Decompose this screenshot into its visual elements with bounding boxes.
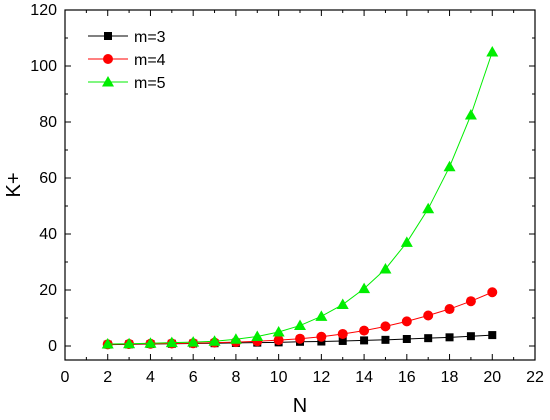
data-point [229,333,242,344]
y-tick-label: 0 [48,338,57,355]
y-tick-label: 60 [39,170,57,187]
data-point [466,332,475,341]
data-point [123,337,136,349]
x-tick-label: 2 [103,369,112,386]
x-tick-label: 12 [312,369,330,386]
y-tick-label: 40 [39,226,57,243]
x-axis-title: N [293,395,307,417]
x-tick-label: 14 [355,369,373,386]
data-point [402,335,411,343]
legend-marker [103,54,113,64]
data-point [423,310,434,321]
legend-label: m=4 [134,52,166,69]
legend-item: m=5 [88,75,166,92]
data-point [273,335,284,346]
data-point [358,282,371,294]
x-tick-label: 8 [231,369,240,386]
data-point [360,336,369,345]
axes: 0 2 4 6 8 10 12 14 16 18 20 22 0 20 40 60 80 100 120 [30,2,544,386]
data-point [295,333,305,344]
data-point [187,336,200,347]
x-tick-label: 4 [146,369,155,386]
legend-label: m=5 [134,75,166,92]
data-point [486,46,499,57]
data-point [294,319,306,331]
series-2 [102,287,498,350]
y-tick-label: 120 [30,2,57,19]
series-layer [101,46,499,350]
data-point [464,109,477,120]
data-point [381,335,390,344]
legend-item: m=4 [88,52,166,69]
data-point [208,335,221,346]
legend-marker [102,76,114,87]
data-point [316,331,327,342]
data-point [337,328,348,339]
x-tick-label: 20 [483,369,501,386]
data-point [443,160,456,172]
data-point [465,296,476,307]
data-point [400,236,413,247]
data-point [359,325,370,336]
x-tick-label: 10 [270,369,288,386]
data-point [165,336,178,348]
data-point [422,202,435,214]
legend-label: m=3 [134,29,166,46]
data-point [445,333,454,342]
x-tick-label: 16 [398,369,416,386]
y-tick-label: 100 [30,58,57,75]
x-tick-label: 22 [526,369,544,386]
legend-marker [104,32,112,40]
data-point [336,298,349,310]
data-point [251,330,264,341]
data-point [379,263,392,274]
legend-item: m=3 [88,29,166,46]
y-tick-label: 20 [39,282,57,299]
data-point [487,287,498,298]
data-point [401,316,412,327]
data-point [444,304,455,315]
data-point [338,336,347,345]
data-point [424,334,433,343]
data-point [101,338,114,349]
data-point [144,337,157,348]
data-point [272,326,285,337]
series-3 [101,46,499,349]
x-tick-label: 18 [441,369,459,386]
x-tick-label: 0 [61,369,70,386]
series-line [107,51,493,345]
y-tick-label: 80 [39,114,57,131]
x-tick-label: 6 [189,369,198,386]
data-point [380,321,391,332]
y-axis-title: K+ [3,172,25,197]
legend: m=3 m=4 m=5 [88,29,166,92]
data-point [488,331,497,340]
data-point [315,310,328,321]
